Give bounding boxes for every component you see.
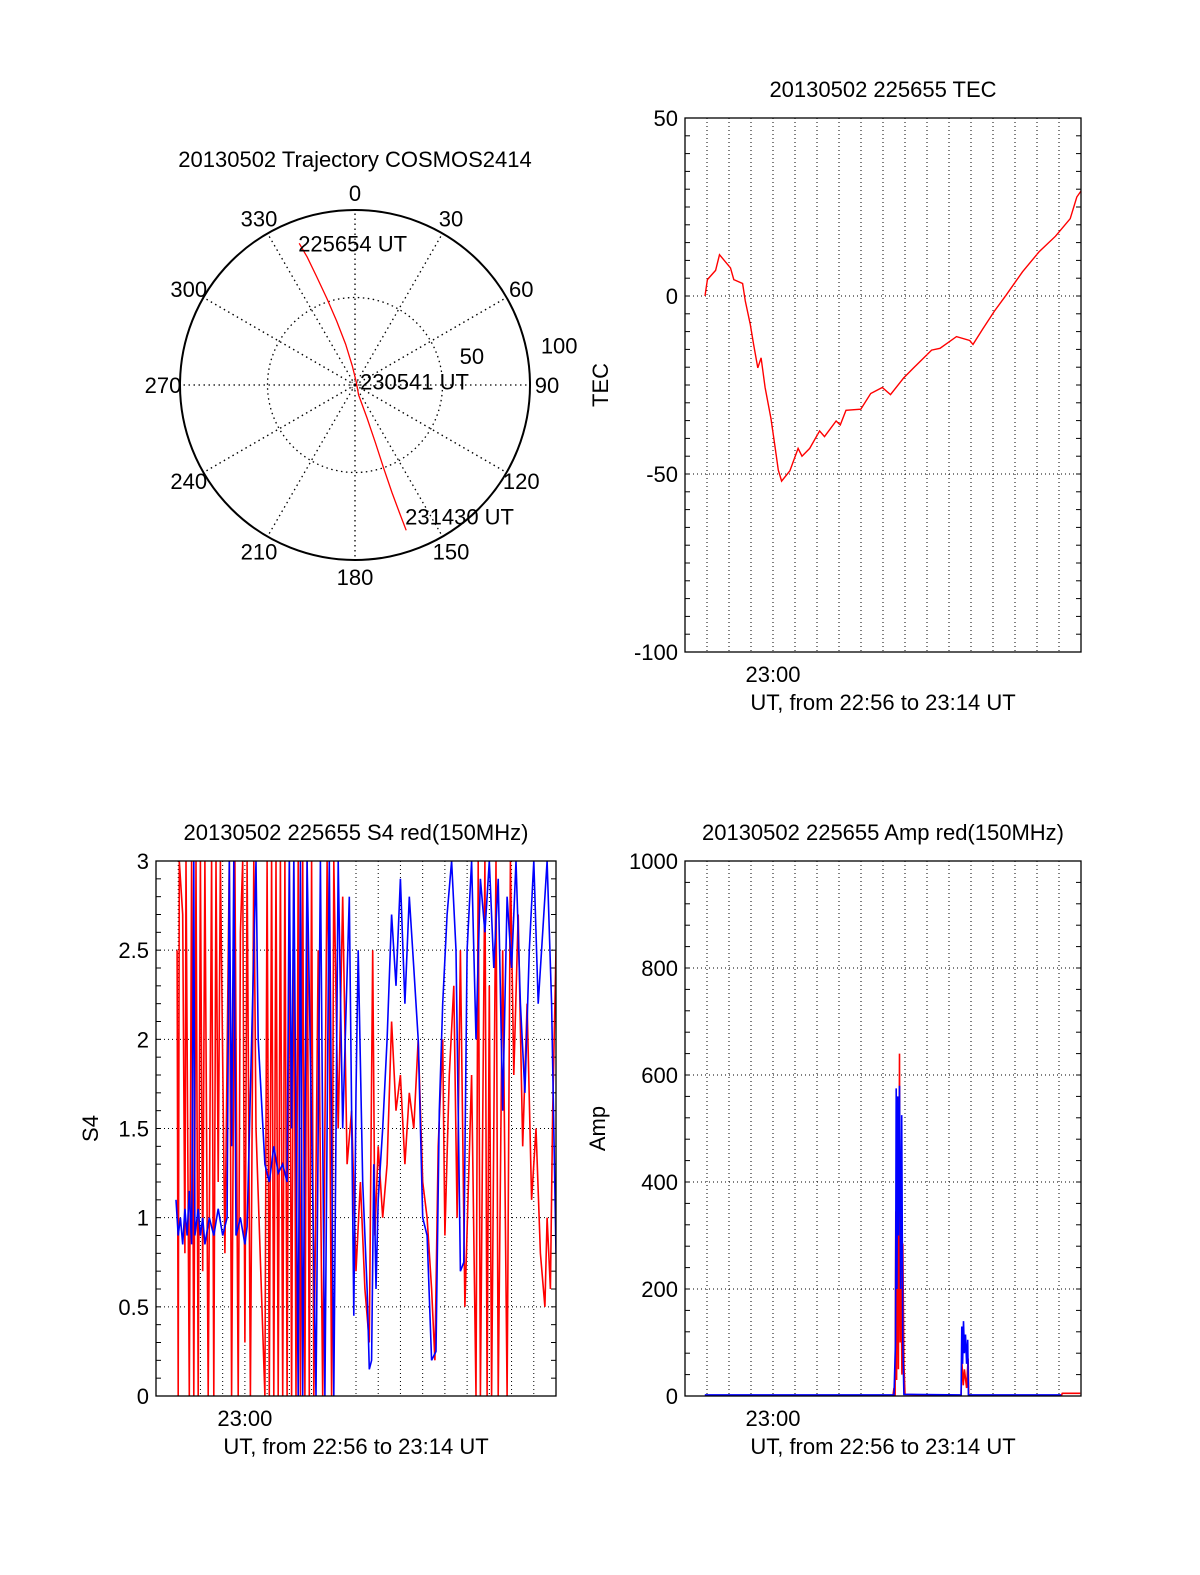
angle-label: 120 [503,469,540,494]
angle-label: 150 [433,539,470,564]
amp-plot: 0 200 400 600 800 1000 23:00 20130502 225655 Am… [585,820,1082,1459]
y-tick-label: 2 [137,1027,149,1052]
y-tick-label: 1 [137,1206,149,1231]
radial-gridline [354,233,444,386]
angle-label: 330 [241,207,278,232]
y-axis-label: S4 [78,1115,103,1142]
time-annotation: 225654 UT [298,231,407,256]
radial-gridline [266,233,356,386]
y-tick-label: 1.5 [118,1117,149,1142]
y-tick-label: 0.5 [118,1295,149,1320]
x-tick-label: 23:00 [745,662,800,687]
y-tick-label: 0 [666,284,678,309]
y-axis-label: TEC [588,363,613,407]
angle-label: 270 [145,373,182,398]
plot-frame [155,860,557,1397]
trajectory-line [298,242,407,531]
y-tick-label: 400 [641,1170,678,1195]
y-tick-label: 50 [654,106,678,131]
s4-plot: 0 0.5 1 1.5 2 2.5 3 23:00 20130502 225655 S4 red… [78,820,557,1459]
chart-title: 20130502 225655 S4 red(150MHz) [184,820,529,845]
radial-gridline [266,384,356,537]
radial-ring-label: 50 [460,344,484,369]
x-axis-label: UT, from 22:56 to 23:14 UT [223,1434,488,1459]
series-line-red [704,1053,1081,1396]
angle-label: 0 [349,181,361,206]
radial-gridline [203,296,356,386]
y-tick-label: 1000 [629,849,678,874]
y-tick-label: 0 [666,1384,678,1409]
plot-frame [684,860,1082,1397]
time-annotation: 230541 UT [360,370,469,395]
tec-plot: 50 0 -50 -100 23:00 20130502 225655 TEC UT, fr… [588,77,1082,715]
series-line-tec [704,190,1081,483]
y-tick-label: 600 [641,1063,678,1088]
angle-label: 210 [241,539,278,564]
series-line-blue [175,861,556,1396]
radial-gridline [354,384,444,537]
y-tick-label: 3 [137,849,149,874]
zenith-marker [350,380,360,390]
x-axis-label: UT, from 22:56 to 23:14 UT [750,690,1015,715]
angle-label: 90 [535,373,559,398]
y-tick-label: -100 [634,640,678,665]
y-axis-label: Amp [585,1106,610,1151]
angle-label: 60 [509,277,533,302]
y-tick-label: 800 [641,956,678,981]
y-tick-label: -50 [646,462,678,487]
angle-label: 240 [170,469,207,494]
y-tick-label: 2.5 [118,938,149,963]
series-line-red [176,861,556,1396]
chart-title: 20130502 225655 TEC [769,77,996,102]
chart-title: 20130502 225655 Amp red(150MHz) [702,820,1064,845]
angle-label: 300 [170,277,207,302]
radial-gridline [203,384,356,474]
y-tick-label: 200 [641,1277,678,1302]
radial-ring-label: 100 [541,333,578,358]
chart-title: 20130502 Trajectory COSMOS2414 [178,147,531,172]
radial-gridline [354,296,507,386]
x-tick-label: 23:00 [745,1406,800,1431]
trajectory-polar-plot: 20130502 Trajectory COSMOS2414 0 30 60 90 120… [145,147,578,590]
x-axis-label: UT, from 22:56 to 23:14 UT [750,1434,1015,1459]
radial-ring-gridline [266,296,444,474]
radial-gridline [354,384,507,474]
time-annotation: 231430 UT [405,504,514,529]
series-line-blue [704,1085,1062,1396]
outer-ring [179,209,531,561]
plot-frame [684,117,1082,653]
angle-label: 180 [337,565,374,590]
y-tick-label: 0 [137,1384,149,1409]
angle-label: 30 [439,207,463,232]
x-tick-label: 23:00 [217,1406,272,1431]
